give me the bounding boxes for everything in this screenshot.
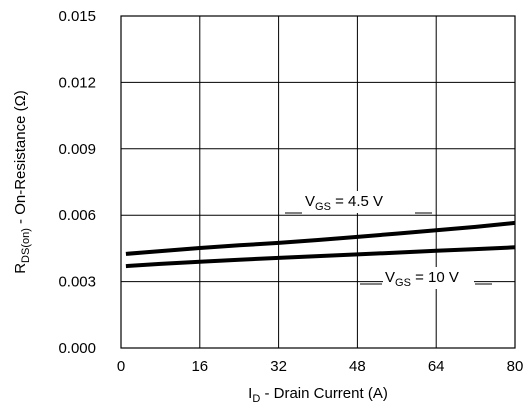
x-tick-label: 0 <box>117 358 125 375</box>
x-tick-label: 80 <box>507 358 524 375</box>
y-tick-label: 0.006 <box>58 207 96 224</box>
y-axis-label: RDS(on) - On-Resistance (Ω) <box>12 90 32 274</box>
y-tick-label: 0.009 <box>58 141 96 158</box>
x-tick-label: 64 <box>428 358 445 375</box>
series-annotation: VGS = 10 V <box>360 267 492 289</box>
x-axis-label: ID - Drain Current (A) <box>248 385 388 405</box>
y-axis-label-rest: - On-Resistance (Ω) <box>12 90 29 228</box>
x-tick-label: 16 <box>191 358 208 375</box>
x-axis-label-sub: D <box>252 393 260 405</box>
grid <box>121 16 515 348</box>
x-tick-label: 48 <box>349 358 366 375</box>
series-label: VGS = 10 V <box>385 269 459 289</box>
x-tick-label: 32 <box>270 358 287 375</box>
series-lines <box>125 220 516 269</box>
series-annotations: VGS = 4.5 V VGS = 10 V <box>285 191 492 289</box>
y-tick-label: 0.000 <box>58 340 96 357</box>
series-line-vgs-10v <box>125 245 516 269</box>
series-label: VGS = 4.5 V <box>305 193 383 213</box>
x-tick-labels: 0 16 32 48 64 80 <box>117 358 524 375</box>
y-tick-labels: 0.000 0.003 0.006 0.009 0.012 0.015 <box>58 8 96 357</box>
y-axis-label-sub: DS(on) <box>20 228 32 263</box>
x-axis-label-rest: - Drain Current (A) <box>260 385 388 402</box>
x-axis-label-main: I <box>248 385 252 402</box>
series-line-vgs-4-5v <box>125 220 516 256</box>
y-tick-label: 0.012 <box>58 74 96 91</box>
annotation-background <box>383 267 474 289</box>
annotation-background <box>303 191 414 213</box>
y-tick-label: 0.003 <box>58 274 96 291</box>
plot-frame <box>120 15 516 349</box>
y-axis-label-main: R <box>12 263 29 274</box>
y-tick-label: 0.015 <box>58 8 96 25</box>
series-annotation: VGS = 4.5 V <box>285 191 432 214</box>
